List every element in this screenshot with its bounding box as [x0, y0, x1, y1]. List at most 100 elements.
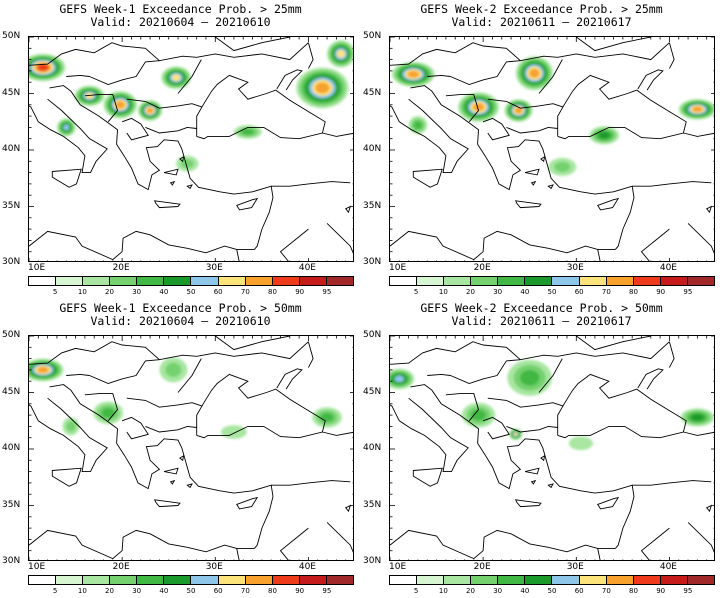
panel-valid-dates: Valid: 20210604 – 20210610: [90, 314, 271, 328]
legend-swatch: [56, 576, 84, 584]
island-outline: [169, 180, 176, 186]
coastline: [126, 397, 203, 408]
coastline: [390, 98, 469, 174]
island-outline: [344, 205, 352, 214]
coastline: [66, 74, 90, 77]
probability-contours: [29, 357, 342, 439]
coastline: [181, 447, 274, 549]
probability-contour-level-7: [513, 432, 518, 436]
probability-contour-level-2: [568, 436, 593, 451]
island-outline: [412, 168, 443, 188]
legend-label: 80: [629, 587, 638, 595]
panel-title: GEFS Week-1 Exceedance Prob. > 25mm: [59, 2, 302, 16]
legend-swatch: [660, 576, 688, 584]
legend-swatch: [326, 576, 353, 584]
lon-label: 30E: [566, 562, 584, 572]
coastline: [29, 230, 255, 261]
coastline: [29, 529, 255, 560]
legend-label: 20: [105, 587, 114, 595]
probability-contour-level-4: [241, 129, 254, 135]
legend-swatch: [444, 277, 472, 285]
coastline: [482, 416, 510, 440]
coastline: [542, 148, 635, 250]
legend-swatch: [299, 277, 327, 285]
coastline: [687, 223, 714, 254]
legend-swatch: [498, 576, 526, 584]
legend-label: 50: [547, 288, 557, 296]
coastline: [445, 393, 479, 422]
lat-label: 45N: [363, 87, 382, 98]
coastline: [29, 397, 108, 473]
probability-contours: [390, 359, 714, 451]
legend-label: 5: [413, 288, 419, 296]
lon-label: 40E: [659, 562, 677, 572]
panel-valid-dates: Valid: 20210611 – 20210617: [451, 314, 632, 328]
panel-week2-50mm: GEFS Week-2 Exceedance Prob. > 50mm Valid…: [361, 299, 722, 598]
coastline: [322, 132, 353, 137]
panel-week2-25mm: GEFS Week-2 Exceedance Prob. > 25mm Valid…: [361, 0, 722, 299]
legend-label: 80: [629, 288, 638, 296]
lon-label: 20E: [112, 263, 130, 273]
coastline: [683, 431, 714, 436]
legend-swatch: [417, 576, 445, 584]
coastline: [279, 527, 309, 560]
coastline: [29, 341, 309, 365]
coastline: [390, 341, 670, 365]
legend-swatch: [606, 576, 634, 584]
legend-label: 20: [466, 288, 475, 296]
island-outline: [705, 205, 713, 214]
lon-label: 10E: [389, 562, 407, 572]
coastline: [637, 368, 664, 390]
legend-label: 70: [240, 587, 250, 595]
legend-swatch: [552, 576, 580, 584]
lon-label: 10E: [28, 562, 46, 572]
legend-swatch: [272, 576, 300, 584]
island-outline: [163, 168, 179, 176]
coastline: [29, 98, 108, 174]
island-outline: [530, 479, 537, 485]
legend-label: 20: [466, 587, 475, 595]
lon-label: 20E: [473, 263, 491, 273]
probability-contour-level-5: [691, 414, 704, 421]
legend-label: 30: [132, 288, 142, 296]
lat-label: 40N: [2, 443, 21, 453]
lon-label: 40E: [298, 562, 316, 572]
probability-contour-level-3: [66, 421, 76, 432]
panel-title: GEFS Week-2 Exceedance Prob. > 25mm: [420, 2, 663, 16]
legend-swatch: [299, 576, 327, 584]
legend-label: 50: [186, 288, 196, 296]
coastline: [181, 148, 274, 250]
legend-label: 60: [213, 587, 223, 595]
probability-contour-level-8: [514, 107, 523, 114]
coastline: [29, 42, 309, 66]
coastline: [276, 69, 303, 91]
island-outline: [540, 155, 546, 163]
island-outline: [179, 155, 185, 163]
coastline: [410, 85, 544, 191]
probability-contour-level-8: [315, 82, 330, 94]
coastline: [326, 223, 353, 254]
legend-swatch: [164, 277, 192, 285]
panel-week1-25mm: GEFS Week-1 Exceedance Prob. > 25mm Valid…: [0, 0, 361, 299]
probability-contour-level-6: [394, 375, 405, 383]
legend-label: 30: [493, 288, 503, 296]
coastline: [640, 527, 670, 560]
legend-swatch: [83, 277, 111, 285]
probability-contour-level-3: [180, 159, 194, 169]
coastline: [145, 126, 197, 134]
island-outline: [236, 496, 259, 510]
island-outline: [51, 467, 82, 487]
legend-label: 40: [520, 288, 530, 296]
coastline: [196, 74, 326, 140]
coastline: [322, 431, 353, 436]
legend-swatch: [390, 277, 418, 285]
coastline: [427, 373, 451, 376]
legend-label: 30: [493, 587, 503, 595]
legend-swatch: [444, 576, 472, 584]
axis-ticks: [29, 336, 353, 560]
island-outline: [153, 200, 181, 209]
coastline: [390, 397, 469, 473]
lon-label: 10E: [28, 263, 46, 273]
island-outline: [524, 467, 540, 475]
lat-label: 50N: [363, 31, 382, 41]
